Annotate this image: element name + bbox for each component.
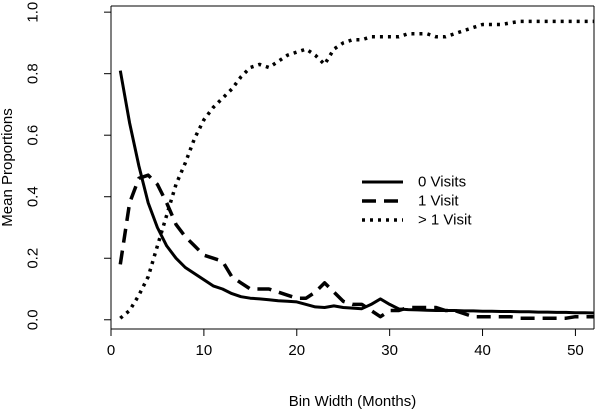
legend: 0 Visits 1 Visit > 1 Visit xyxy=(362,174,472,229)
y-axis-title: Mean Proportions xyxy=(0,108,16,226)
series-line-2 xyxy=(119,19,594,320)
x-tick-label: 20 xyxy=(288,342,305,359)
series-lines xyxy=(118,19,595,320)
legend-label: 0 Visits xyxy=(418,174,466,191)
y-tick-label: 0.4 xyxy=(25,186,42,207)
x-tick-label: 30 xyxy=(381,342,398,359)
x-axis-ticks: 0 10 20 30 40 50 xyxy=(107,329,584,359)
y-axis-ticks: 0.0 0.2 0.4 0.6 0.8 1.0 xyxy=(25,2,111,330)
y-tick-label: 0.2 xyxy=(25,248,42,269)
y-tick-label: 1.0 xyxy=(25,2,42,23)
plot-area: 0 10 20 30 40 50 0.0 0.2 0.4 0.6 0.8 1.0 xyxy=(25,2,595,359)
y-tick-label: 0.8 xyxy=(25,63,42,84)
x-tick-label: 0 xyxy=(107,342,115,359)
legend-label: > 1 Visit xyxy=(418,212,472,229)
series-line-1 xyxy=(118,173,594,320)
x-tick-label: 40 xyxy=(474,342,491,359)
y-tick-label: 0.0 xyxy=(25,309,42,330)
x-tick-label: 50 xyxy=(567,342,584,359)
x-axis-title: Bin Width (Months) xyxy=(289,393,417,410)
x-tick-label: 10 xyxy=(196,342,213,359)
legend-label: 1 Visit xyxy=(418,193,459,210)
series-line-0 xyxy=(118,70,595,315)
y-tick-label: 0.6 xyxy=(25,125,42,146)
